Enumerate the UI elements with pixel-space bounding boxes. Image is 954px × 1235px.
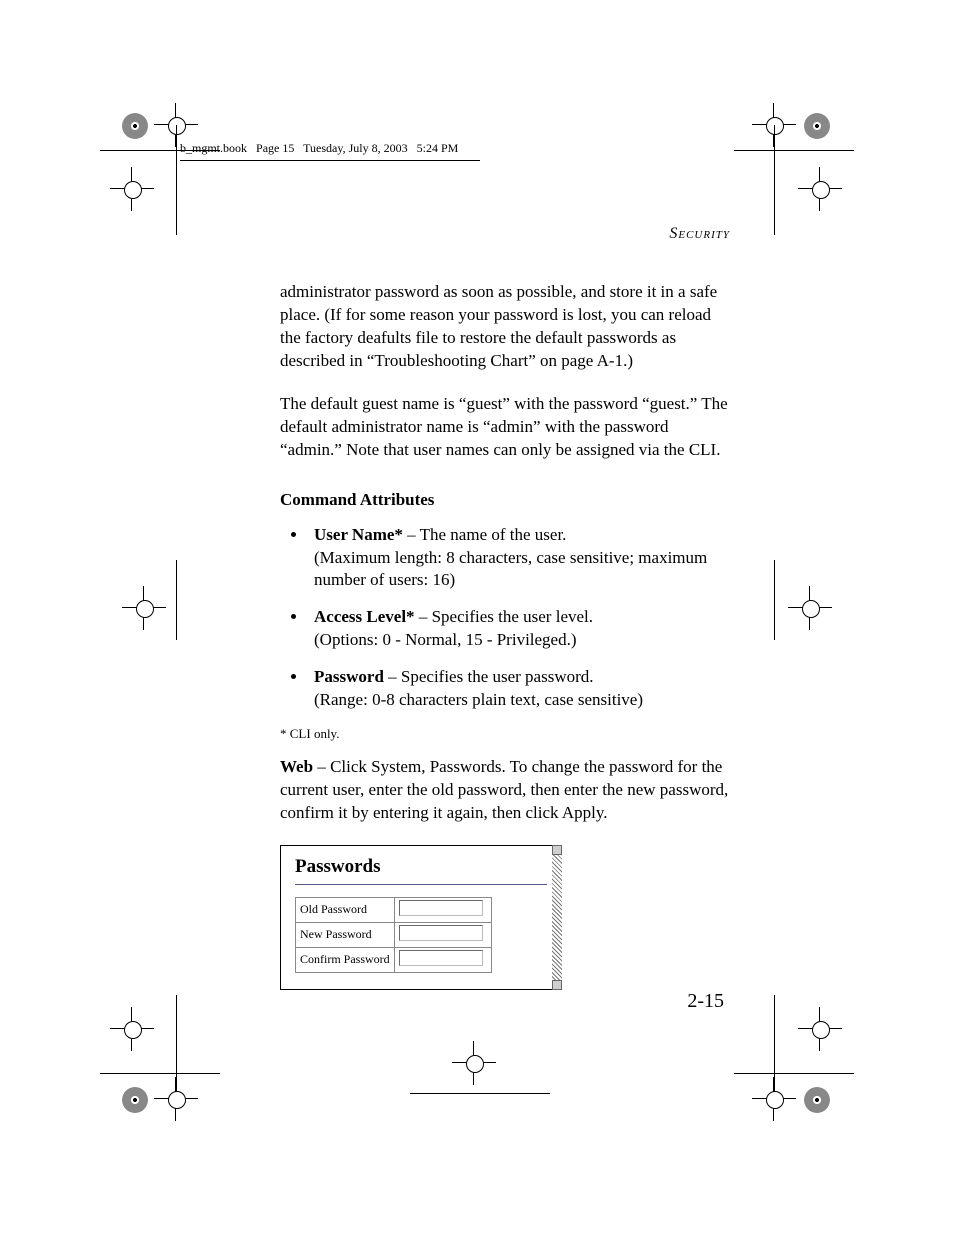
- row-old-password: Old Password: [296, 897, 492, 922]
- running-head: Security: [280, 225, 730, 243]
- command-attributes-heading: Command Attributes: [280, 490, 730, 510]
- crop-mark-bottom-left: [100, 1005, 220, 1135]
- crop-mark-bottom-center: [420, 1005, 540, 1135]
- scrollbar[interactable]: [552, 845, 562, 990]
- attr-desc: – The name of the user.: [403, 525, 567, 544]
- row-confirm-password: Confirm Password: [296, 947, 492, 972]
- crop-mark-top-right: [734, 95, 854, 225]
- scroll-down-arrow[interactable]: [552, 980, 562, 990]
- doc-page-label: Page 15: [256, 141, 294, 155]
- attr-desc: – Specifies the user password.: [384, 667, 594, 686]
- scroll-up-arrow[interactable]: [552, 845, 562, 855]
- input-confirm-password[interactable]: [399, 950, 483, 966]
- content-column: Security administrator password as soon …: [280, 225, 730, 990]
- doc-date: Tuesday, July 8, 2003: [303, 141, 407, 155]
- attr-password: Password – Specifies the user password. …: [308, 666, 730, 712]
- label-new-password: New Password: [296, 922, 395, 947]
- panel-divider: [295, 884, 547, 885]
- attr-name: User Name*: [314, 525, 403, 544]
- attr-detail: (Options: 0 - Normal, 15 - Privileged.): [314, 630, 577, 649]
- label-old-password: Old Password: [296, 897, 395, 922]
- para-2: The default guest name is “guest” with t…: [280, 393, 730, 462]
- web-lead: Web: [280, 757, 313, 776]
- cli-footnote: * CLI only.: [280, 726, 730, 742]
- passwords-panel: Passwords Old Password New Password Conf…: [280, 845, 562, 990]
- passwords-table: Old Password New Password Confirm Passwo…: [295, 897, 492, 973]
- crop-mark-mid-right: [734, 570, 854, 700]
- panel-title: Passwords: [295, 856, 547, 878]
- input-old-password[interactable]: [399, 900, 483, 916]
- attributes-list: User Name* – The name of the user. (Maxi…: [280, 524, 730, 713]
- doc-filename: b_mgmt.book: [180, 141, 247, 155]
- crop-mark-bottom-right: [734, 1005, 854, 1135]
- web-rest: – Click System, Passwords. To change the…: [280, 757, 728, 822]
- attr-name: Access Level*: [314, 607, 415, 626]
- doc-header-line: b_mgmt.book Page 15 Tuesday, July 8, 200…: [180, 141, 480, 161]
- web-instructions: Web – Click System, Passwords. To change…: [280, 756, 730, 825]
- row-new-password: New Password: [296, 922, 492, 947]
- attr-access-level: Access Level* – Specifies the user level…: [308, 606, 730, 652]
- attr-name: Password: [314, 667, 384, 686]
- attr-detail: (Maximum length: 8 characters, case sens…: [314, 548, 707, 590]
- attr-desc: – Specifies the user level.: [415, 607, 593, 626]
- page: b_mgmt.book Page 15 Tuesday, July 8, 200…: [0, 0, 954, 1235]
- attr-user-name: User Name* – The name of the user. (Maxi…: [308, 524, 730, 593]
- doc-time: 5:24 PM: [417, 141, 459, 155]
- attr-detail: (Range: 0-8 characters plain text, case …: [314, 690, 643, 709]
- page-number: 2-15: [687, 990, 724, 1013]
- para-1: administrator password as soon as possib…: [280, 281, 730, 373]
- input-new-password[interactable]: [399, 925, 483, 941]
- label-confirm-password: Confirm Password: [296, 947, 395, 972]
- crop-mark-mid-left: [100, 570, 220, 700]
